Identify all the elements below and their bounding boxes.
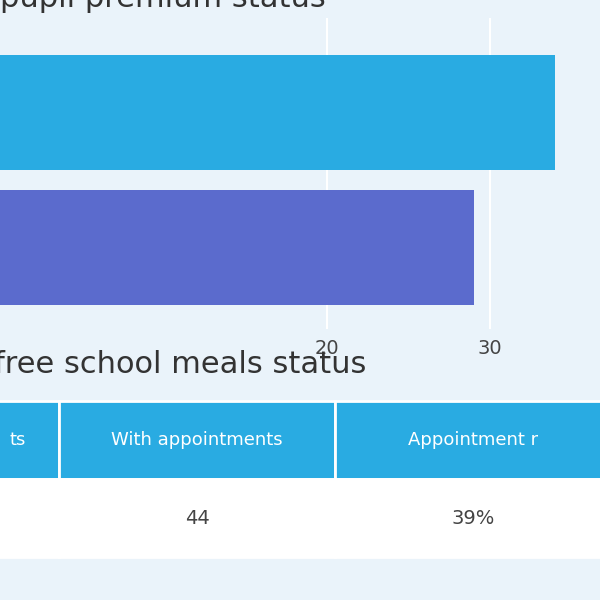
Text: 39%: 39% xyxy=(452,509,495,527)
Text: 44: 44 xyxy=(185,509,209,527)
Text: pupil premium status: pupil premium status xyxy=(0,0,326,13)
Text: ts: ts xyxy=(10,431,26,449)
Bar xyxy=(0,55,556,170)
Text: free school meals status: free school meals status xyxy=(0,350,367,379)
FancyBboxPatch shape xyxy=(0,401,59,479)
Bar xyxy=(0,190,473,305)
FancyBboxPatch shape xyxy=(335,401,600,479)
FancyBboxPatch shape xyxy=(59,479,335,557)
FancyBboxPatch shape xyxy=(335,479,600,557)
FancyBboxPatch shape xyxy=(59,401,335,479)
Legend: No, Yes: No, Yes xyxy=(10,403,161,437)
Text: With appointments: With appointments xyxy=(111,431,283,449)
Text: Appointment r: Appointment r xyxy=(408,431,538,449)
FancyBboxPatch shape xyxy=(0,479,59,557)
